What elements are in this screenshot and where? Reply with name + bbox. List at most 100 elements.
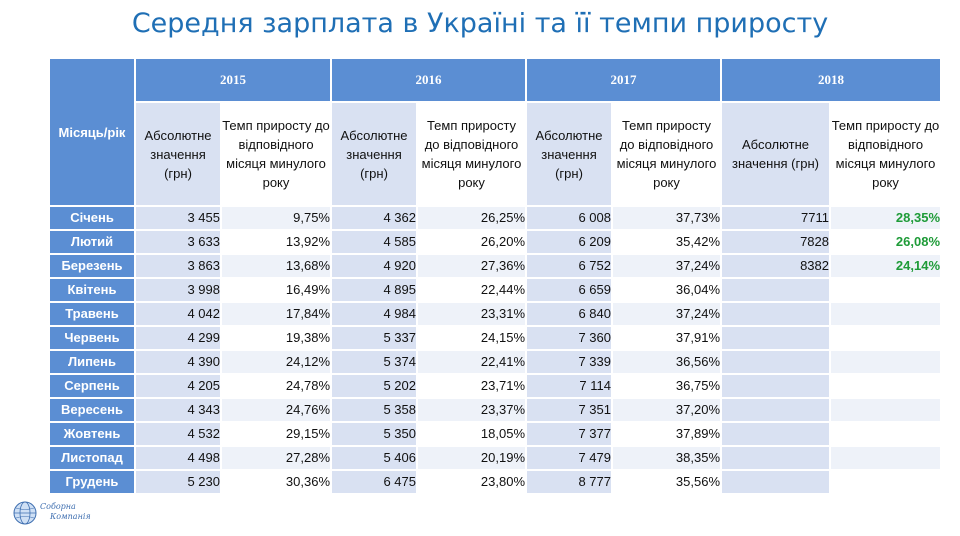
value-cell: 5 358 <box>332 399 418 423</box>
logo-text: Соборна Компанія <box>40 502 91 522</box>
value-cell: 4 895 <box>332 279 418 303</box>
value-cell <box>722 279 831 303</box>
rate-cell: 26,25% <box>418 207 527 231</box>
rate-cell: 35,42% <box>613 231 722 255</box>
value-cell: 7 377 <box>527 423 613 447</box>
rate-cell: 29,15% <box>222 423 332 447</box>
rate-cell: 37,24% <box>613 303 722 327</box>
growth-rate-header: Темп приросту до відповідного місяця мин… <box>831 103 942 207</box>
rate-cell <box>831 303 942 327</box>
value-cell: 4 532 <box>136 423 222 447</box>
logo-text-line1: Соборна <box>40 502 76 511</box>
table-row: Липень 4 390 24,12% 5 374 22,41% 7 339 3… <box>50 351 942 375</box>
rate-cell: 20,19% <box>418 447 527 471</box>
month-cell: Листопад <box>50 447 136 471</box>
value-cell <box>722 399 831 423</box>
rate-cell: 26,20% <box>418 231 527 255</box>
value-cell: 4 390 <box>136 351 222 375</box>
rate-cell: 37,73% <box>613 207 722 231</box>
value-cell: 4 343 <box>136 399 222 423</box>
value-cell: 7 360 <box>527 327 613 351</box>
value-cell: 7 479 <box>527 447 613 471</box>
value-cell: 4 585 <box>332 231 418 255</box>
rate-cell: 13,92% <box>222 231 332 255</box>
abs-value-header: Абсолютне значення (грн) <box>527 103 613 207</box>
abs-value-header: Абсолютне значення (грн) <box>136 103 222 207</box>
month-cell: Жовтень <box>50 423 136 447</box>
value-cell: 5 406 <box>332 447 418 471</box>
rate-cell: 30,36% <box>222 471 332 495</box>
value-cell: 3 863 <box>136 255 222 279</box>
year-header-2016: 2016 <box>332 59 527 103</box>
abs-value-header: Абсолютне значення (грн) <box>332 103 418 207</box>
value-cell <box>722 471 831 495</box>
growth-rate-header: Темп приросту до відповідного місяця мин… <box>222 103 332 207</box>
month-cell: Червень <box>50 327 136 351</box>
year-header-2015: 2015 <box>136 59 332 103</box>
month-year-header: Місяць/рік <box>50 59 136 207</box>
rate-cell: 17,84% <box>222 303 332 327</box>
rate-cell: 37,24% <box>613 255 722 279</box>
rate-cell: 23,80% <box>418 471 527 495</box>
table-row: Квітень 3 998 16,49% 4 895 22,44% 6 659 … <box>50 279 942 303</box>
value-cell: 7711 <box>722 207 831 231</box>
value-cell: 4 362 <box>332 207 418 231</box>
salary-table: Місяць/рік 2015 2016 2017 2018 Абсолютне… <box>50 59 942 495</box>
rate-cell: 23,37% <box>418 399 527 423</box>
growth-rate-header: Темп приросту до відповідного місяця мин… <box>613 103 722 207</box>
value-cell: 7 114 <box>527 375 613 399</box>
rate-cell: 27,28% <box>222 447 332 471</box>
value-cell: 4 299 <box>136 327 222 351</box>
table-body: Січень 3 455 9,75% 4 362 26,25% 6 008 37… <box>50 207 942 495</box>
value-cell: 6 659 <box>527 279 613 303</box>
rate-cell-highlight: 24,14% <box>831 255 942 279</box>
table-row: Листопад 4 498 27,28% 5 406 20,19% 7 479… <box>50 447 942 471</box>
value-cell <box>722 375 831 399</box>
value-cell: 4 920 <box>332 255 418 279</box>
globe-logo-icon <box>13 501 37 525</box>
value-cell: 5 230 <box>136 471 222 495</box>
month-cell: Лютий <box>50 231 136 255</box>
rate-cell: 37,89% <box>613 423 722 447</box>
value-cell: 7828 <box>722 231 831 255</box>
rate-cell: 13,68% <box>222 255 332 279</box>
rate-cell <box>831 327 942 351</box>
value-cell: 4 498 <box>136 447 222 471</box>
rate-cell <box>831 399 942 423</box>
table-row: Березень 3 863 13,68% 4 920 27,36% 6 752… <box>50 255 942 279</box>
year-header-2017: 2017 <box>527 59 722 103</box>
rate-cell <box>831 351 942 375</box>
rate-cell: 36,04% <box>613 279 722 303</box>
value-cell <box>722 351 831 375</box>
rate-cell: 35,56% <box>613 471 722 495</box>
value-cell: 5 350 <box>332 423 418 447</box>
month-cell: Грудень <box>50 471 136 495</box>
abs-value-header: Абсолютне значення (грн) <box>722 103 831 207</box>
rate-cell: 37,91% <box>613 327 722 351</box>
rate-cell: 23,31% <box>418 303 527 327</box>
rate-cell <box>831 471 942 495</box>
value-cell: 6 008 <box>527 207 613 231</box>
year-header-2018: 2018 <box>722 59 942 103</box>
value-cell: 4 205 <box>136 375 222 399</box>
rate-cell: 36,75% <box>613 375 722 399</box>
month-cell: Березень <box>50 255 136 279</box>
value-cell: 6 840 <box>527 303 613 327</box>
table-row: Вересень 4 343 24,76% 5 358 23,37% 7 351… <box>50 399 942 423</box>
table-row: Січень 3 455 9,75% 4 362 26,25% 6 008 37… <box>50 207 942 231</box>
rate-cell: 24,78% <box>222 375 332 399</box>
rate-cell: 18,05% <box>418 423 527 447</box>
rate-cell-highlight: 26,08% <box>831 231 942 255</box>
table-row: Червень 4 299 19,38% 5 337 24,15% 7 360 … <box>50 327 942 351</box>
table-row: Серпень 4 205 24,78% 5 202 23,71% 7 114 … <box>50 375 942 399</box>
rate-cell: 22,41% <box>418 351 527 375</box>
value-cell: 4 984 <box>332 303 418 327</box>
table-row: Жовтень 4 532 29,15% 5 350 18,05% 7 377 … <box>50 423 942 447</box>
rate-cell <box>831 279 942 303</box>
value-cell: 8 777 <box>527 471 613 495</box>
rate-cell: 16,49% <box>222 279 332 303</box>
value-cell: 8382 <box>722 255 831 279</box>
month-cell: Серпень <box>50 375 136 399</box>
rate-cell-highlight: 28,35% <box>831 207 942 231</box>
